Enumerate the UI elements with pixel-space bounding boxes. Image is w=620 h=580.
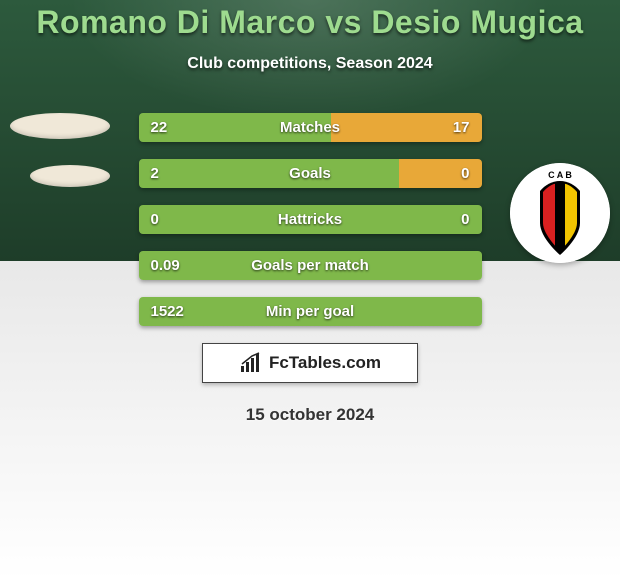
stat-value-left: 0.09 (151, 251, 180, 280)
stat-label: Min per goal (139, 297, 482, 326)
stat-row: Goals per match0.09 (139, 251, 482, 280)
branding-icon (239, 352, 263, 374)
page-title: Romano Di Marco vs Desio Mugica (0, 4, 620, 41)
stat-row: Min per goal1522 (139, 297, 482, 326)
player2-club-logo: C A B (510, 163, 610, 263)
stat-row: Goals2 0 (139, 159, 482, 188)
branding-text: FcTables.com (269, 353, 381, 373)
branding-box: FcTables.com (202, 343, 418, 383)
stat-label: Matches (139, 113, 482, 142)
svg-text:C A B: C A B (548, 170, 572, 180)
stat-value-right: 0 (461, 205, 469, 234)
stat-label: Goals (139, 159, 482, 188)
stat-row: Hattricks0 0 (139, 205, 482, 234)
stat-label: Goals per match (139, 251, 482, 280)
stat-row: Matches22 17 (139, 113, 482, 142)
subtitle: Club competitions, Season 2024 (0, 55, 620, 73)
date-text: 15 october 2024 (0, 405, 620, 425)
stat-value-right: 0 (461, 159, 469, 188)
stat-value-left: 1522 (151, 297, 184, 326)
stat-value-left: 22 (151, 113, 168, 142)
player1-badge (10, 103, 110, 203)
stat-value-left: 2 (151, 159, 159, 188)
stat-label: Hattricks (139, 205, 482, 234)
stat-value-left: 0 (151, 205, 159, 234)
stat-value-right: 17 (453, 113, 470, 142)
